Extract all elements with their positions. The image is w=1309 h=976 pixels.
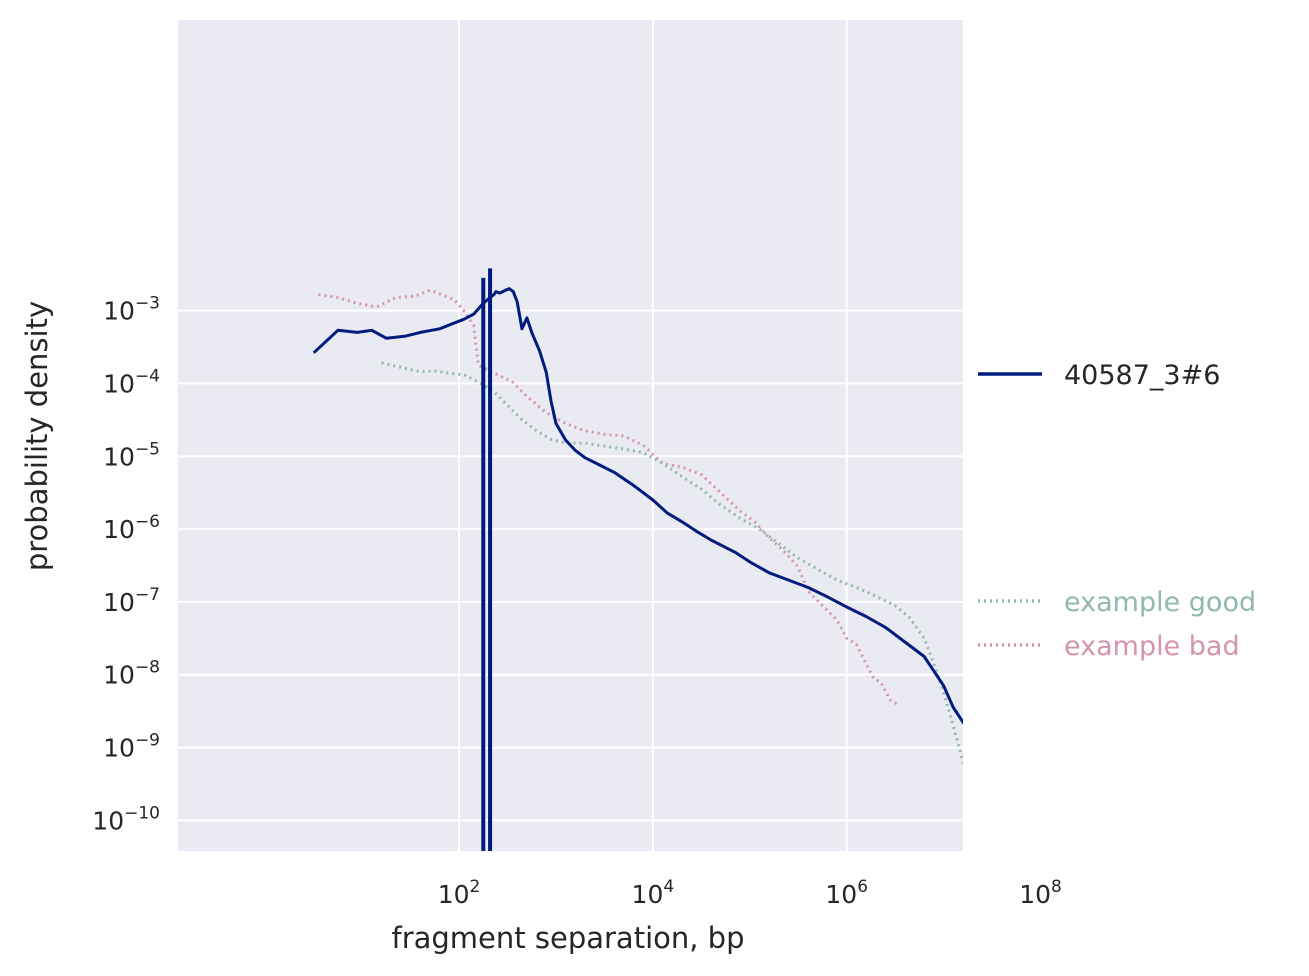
x-tick-label: 106 [825, 877, 868, 909]
series-layer [312, 268, 963, 851]
y-tick-label: 10−7 [103, 585, 160, 617]
x-tick-labels: 102 104 106 108 [438, 877, 1062, 909]
y-tick-labels: 10−3 10−4 10−5 10−6 10−7 10−8 10−9 10−10 [92, 294, 160, 836]
series-line-example-good [381, 361, 963, 767]
legend-item-example-bad: example bad [978, 631, 1240, 662]
y-tick-label: 10−4 [103, 366, 160, 398]
x-tick-label: 102 [438, 877, 481, 909]
series-line-example-bad [318, 288, 898, 706]
legend-label-example-good: example good [1064, 587, 1256, 618]
grid [178, 20, 1042, 851]
x-tick-label: 104 [632, 877, 675, 909]
legend-item-example-good: example good [978, 587, 1256, 618]
y-tick-label: 10−6 [103, 512, 160, 544]
legend-label-40587: 40587_3#6 [1064, 360, 1220, 391]
plot-background [178, 20, 963, 851]
y-tick-label: 10−10 [92, 803, 160, 835]
y-axis-label: probability density [20, 301, 54, 571]
y-tick-label: 10−8 [103, 658, 160, 690]
x-axis-label: fragment separation, bp [392, 921, 745, 955]
y-tick-label: 10−3 [103, 294, 160, 326]
y-tick-label: 10−9 [103, 731, 160, 763]
legend-label-example-bad: example bad [1064, 631, 1240, 662]
legend-item-40587: 40587_3#6 [978, 360, 1220, 391]
x-tick-label: 108 [1019, 877, 1062, 909]
series-line-40587-3-6 [312, 287, 963, 725]
y-tick-label: 10−5 [103, 439, 160, 471]
legend: 40587_3#6 example good example bad [978, 360, 1256, 662]
